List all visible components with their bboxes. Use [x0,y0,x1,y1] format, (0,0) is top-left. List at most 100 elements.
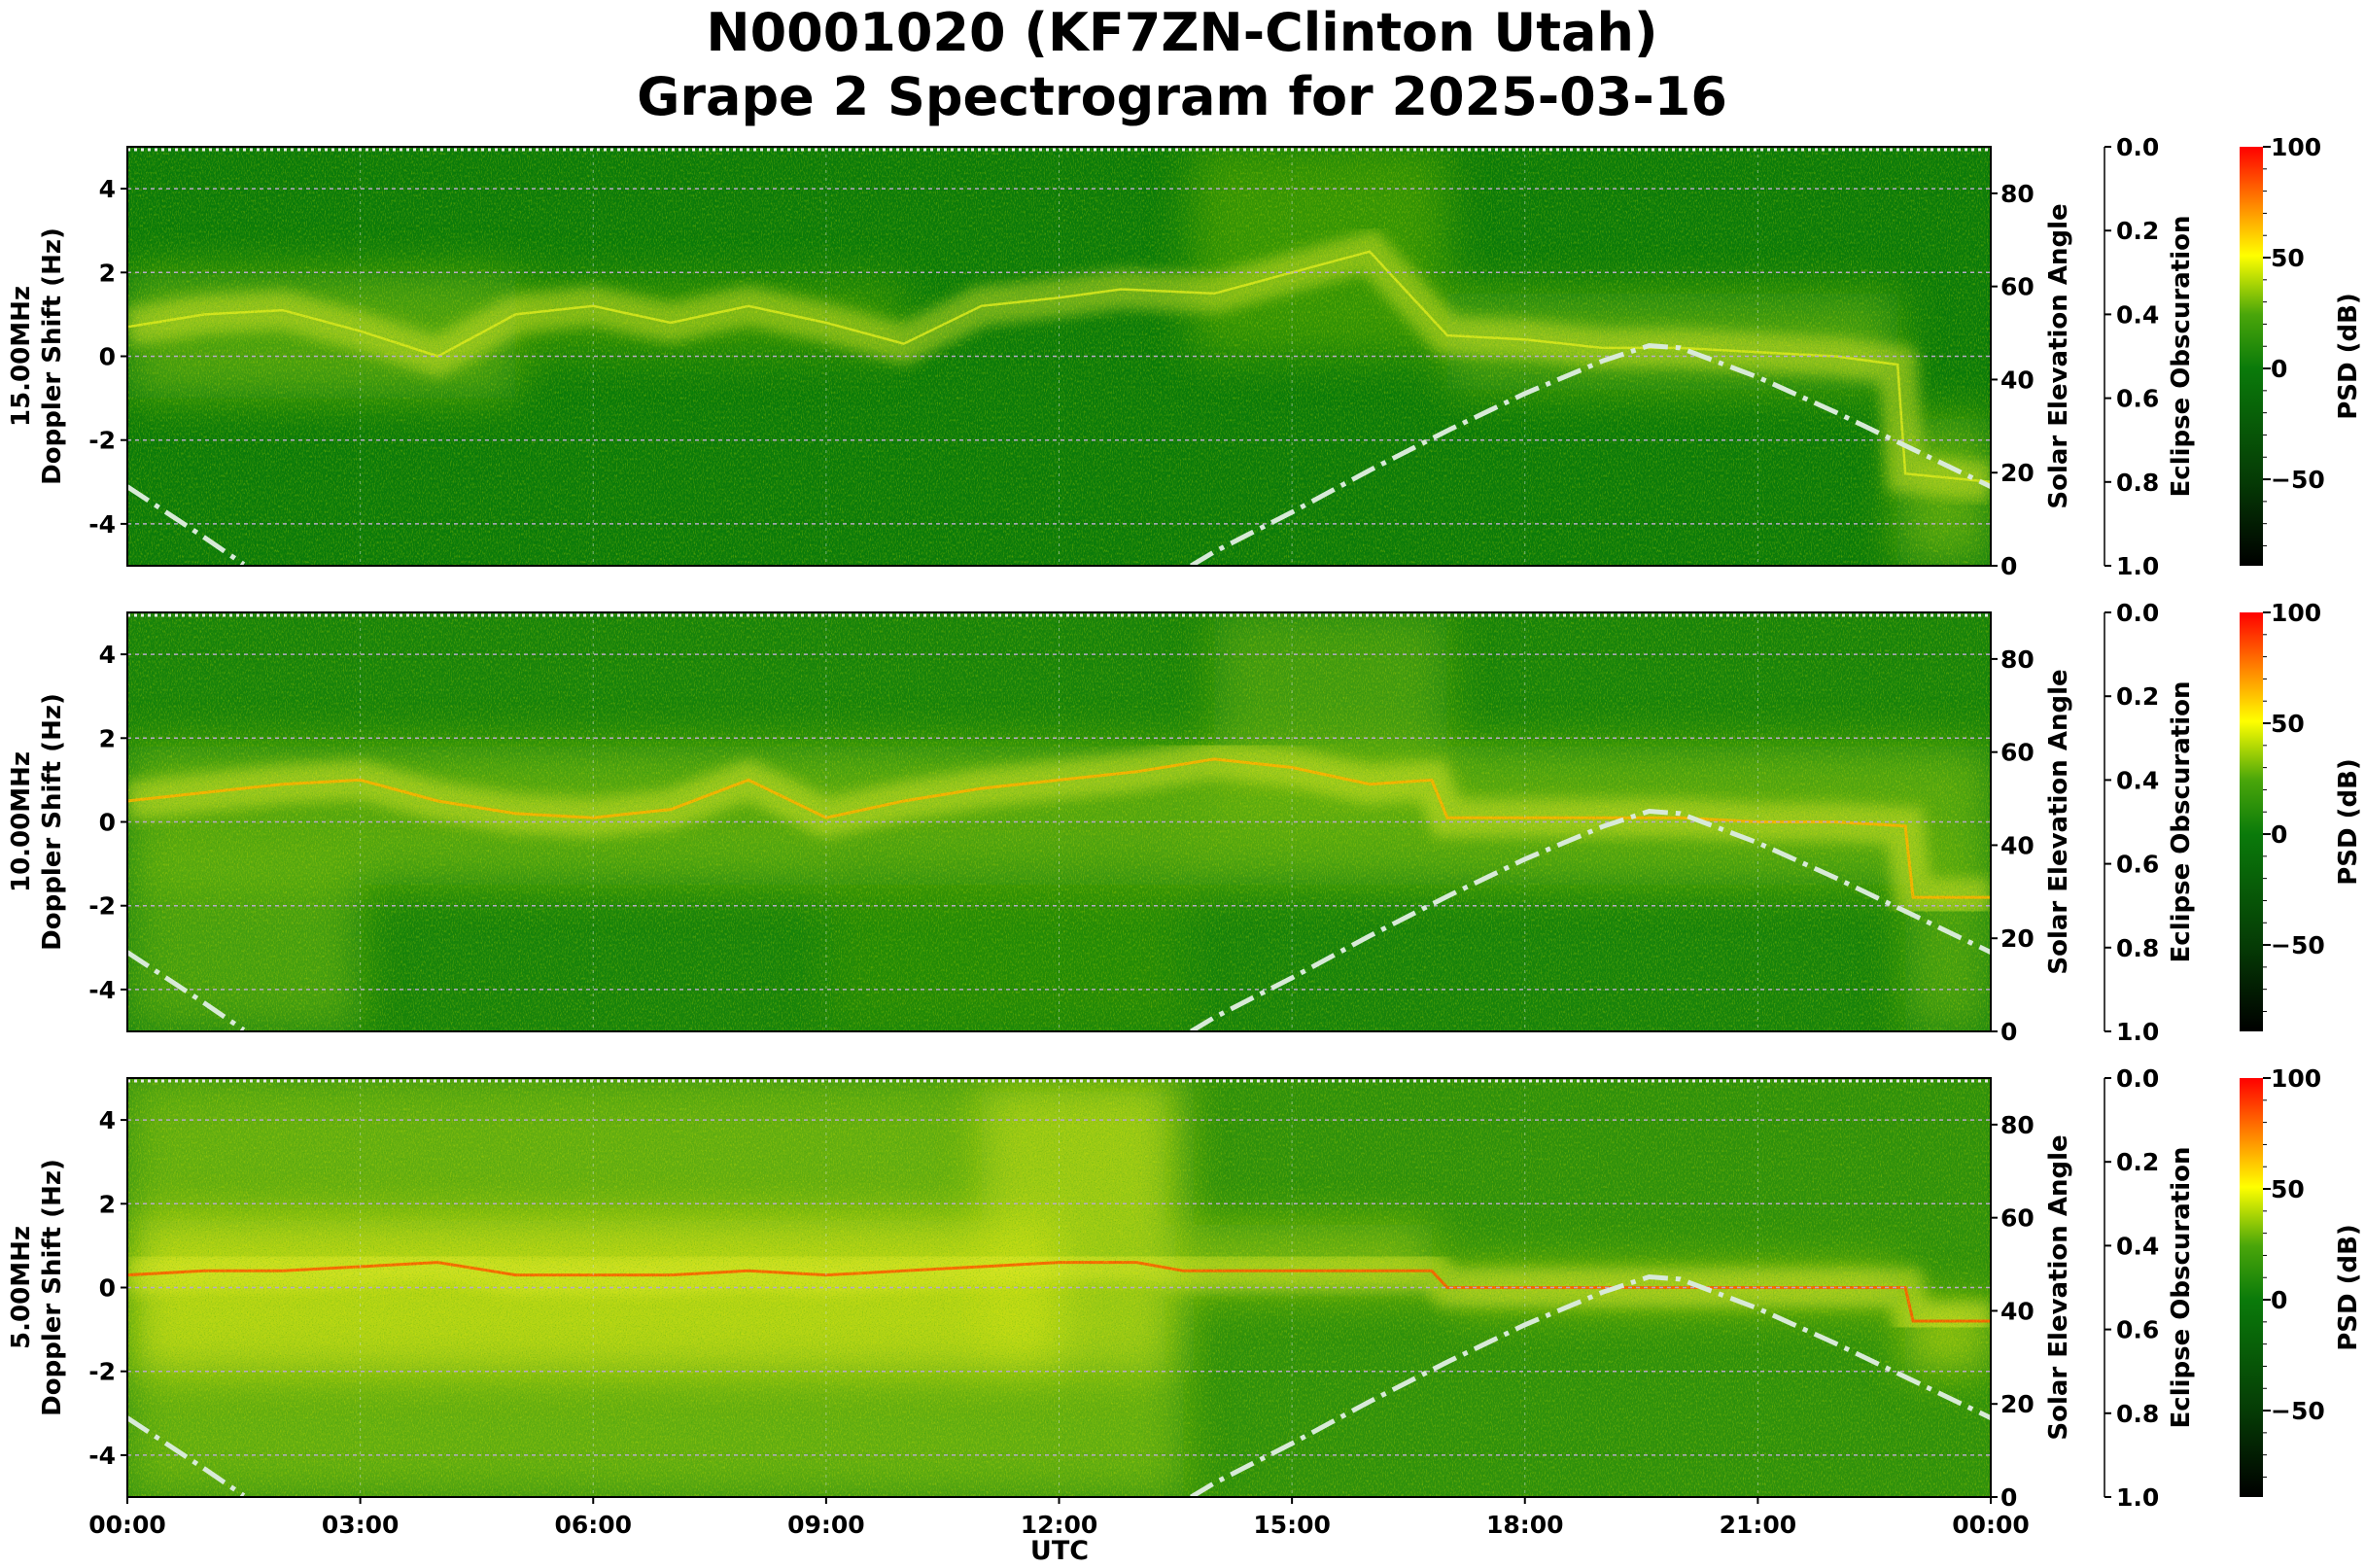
x-tick-label: 03:00 [322,1511,400,1539]
colorbar-tick-label: 100 [2271,133,2321,161]
elevation-tick-label: 20 [2000,1390,2035,1418]
y-tick-label: -4 [88,976,116,1004]
eclipse-tick-label: 1.0 [2116,1483,2159,1512]
y-tick-label: 2 [99,259,116,287]
x-tick-label: 12:00 [1021,1511,1098,1539]
panel-15.00MHz: -4 -2 0 2 4 15.00MHz Doppler Shift (Hz) 0 20 40 60… [7,133,2363,580]
y-tick-label: -2 [88,1358,116,1386]
elevation-tick-label: 20 [2000,924,2035,953]
eclipse-tick-label: 0.0 [2116,133,2159,161]
y-tick-label: -4 [88,510,116,539]
spectrogram-noise-dark [127,1078,1991,1497]
solar-elevation-curve [127,1415,246,1497]
x-tick-label: 21:00 [1720,1511,1797,1539]
elevation-tick-label: 20 [2000,459,2035,487]
eclipse-tick-label: 0.6 [2116,1316,2159,1344]
elevation-axis-label: Solar Elevation Angle [2044,203,2073,508]
y-tick-label: 0 [99,1274,116,1303]
colorbar [2240,612,2263,1031]
eclipse-tick-label: 0.8 [2116,469,2159,497]
solar-elevation-curve [127,950,246,1031]
panel-frequency-label: 10.00MHz [7,751,36,892]
x-tick-label: 00:00 [1952,1511,2030,1539]
x-tick-label: 18:00 [1486,1511,1564,1539]
x-axis-label: UTC [1030,1536,1089,1566]
elevation-tick-label: 80 [2000,180,2035,208]
eclipse-tick-label: 0.6 [2116,385,2159,413]
y-tick-label: -2 [88,427,116,455]
elevation-tick-label: 0 [2000,1483,2017,1512]
colorbar [2240,147,2263,566]
elevation-tick-label: 0 [2000,1018,2017,1046]
x-tick-label: 15:00 [1253,1511,1331,1539]
x-tick-label: 06:00 [554,1511,632,1539]
title-line-2: Grape 2 Spectrogram for 2025-03-16 [637,66,1727,127]
panel-5.00MHz: -4 -2 0 2 4 5.00MHz Doppler Shift (Hz) 0 20 40 60 8… [7,1064,2363,1539]
spectrogram-noise-dark [127,147,1991,566]
y-tick-label: -2 [88,892,116,921]
y-tick-label: 2 [99,724,116,752]
x-tick-label: 09:00 [787,1511,865,1539]
colorbar-tick-label: −50 [2271,1397,2325,1425]
colorbar-tick-label: 0 [2271,355,2287,383]
eclipse-tick-label: 0.2 [2116,217,2159,245]
panel-frequency-label: 5.00MHz [7,1226,36,1349]
colorbar-tick-label: 50 [2271,244,2305,272]
colorbar-tick-label: 100 [2271,1064,2321,1093]
eclipse-tick-label: 0.8 [2116,934,2159,962]
colorbar-tick-label: 50 [2271,710,2305,738]
y-tick-label: 4 [99,641,116,669]
solar-elevation-curve [1190,342,1991,566]
y-tick-label: 0 [99,343,116,371]
eclipse-axis-label: Eclipse Obscuration [2167,216,2196,498]
eclipse-axis-label: Eclipse Obscuration [2167,1147,2196,1429]
y-tick-label: 2 [99,1190,116,1218]
title-line-1: N0001020 (KF7ZN-Clinton Utah) [706,2,1657,63]
elevation-tick-label: 60 [2000,273,2035,301]
solar-elevation-curve [1190,1273,1991,1497]
y-tick-label: 4 [99,175,116,203]
y-tick-label: -4 [88,1442,116,1470]
elevation-tick-label: 0 [2000,552,2017,580]
elevation-axis-label: Solar Elevation Angle [2044,1134,2073,1440]
y-tick-label: 0 [99,809,116,837]
elevation-tick-label: 80 [2000,645,2035,674]
elevation-tick-label: 40 [2000,1297,2035,1325]
eclipse-tick-label: 0.0 [2116,1064,2159,1093]
eclipse-tick-label: 1.0 [2116,552,2159,580]
eclipse-tick-label: 1.0 [2116,1018,2159,1046]
spectrogram-plot-area [127,147,1991,566]
solar-elevation-curve [127,484,246,566]
eclipse-tick-label: 0.8 [2116,1400,2159,1428]
panel-10.00MHz: -4 -2 0 2 4 10.00MHz Doppler Shift (Hz) 0 20 40 60… [7,599,2363,1046]
eclipse-tick-label: 0.4 [2116,1232,2159,1260]
elevation-axis-label: Solar Elevation Angle [2044,669,2073,974]
elevation-tick-label: 60 [2000,739,2035,767]
eclipse-tick-label: 0.0 [2116,599,2159,627]
panel-frequency-label: 15.00MHz [7,286,36,427]
colorbar [2240,1078,2263,1497]
solar-elevation-curve [1190,808,1991,1031]
colorbar-tick-label: 0 [2271,1286,2287,1314]
eclipse-tick-label: 0.4 [2116,300,2159,329]
eclipse-axis-label: Eclipse Obscuration [2167,681,2196,963]
colorbar-tick-label: −50 [2271,466,2325,494]
spectrogram-noise-dark [127,612,1991,1031]
y-axis-label: Doppler Shift (Hz) [38,1159,67,1416]
colorbar-label: PSD (dB) [2334,293,2363,420]
y-axis-label: Doppler Shift (Hz) [38,693,67,951]
colorbar-label: PSD (dB) [2334,758,2363,886]
elevation-tick-label: 80 [2000,1111,2035,1139]
colorbar-tick-label: −50 [2271,931,2325,959]
x-tick-label: 00:00 [88,1511,166,1539]
elevation-tick-label: 60 [2000,1204,2035,1233]
eclipse-tick-label: 0.4 [2116,766,2159,794]
eclipse-tick-label: 0.2 [2116,682,2159,711]
eclipse-tick-label: 0.2 [2116,1148,2159,1176]
y-tick-label: 4 [99,1106,116,1134]
eclipse-tick-label: 0.6 [2116,851,2159,879]
elevation-tick-label: 40 [2000,831,2035,859]
elevation-tick-label: 40 [2000,366,2035,394]
colorbar-tick-label: 50 [2271,1175,2305,1203]
